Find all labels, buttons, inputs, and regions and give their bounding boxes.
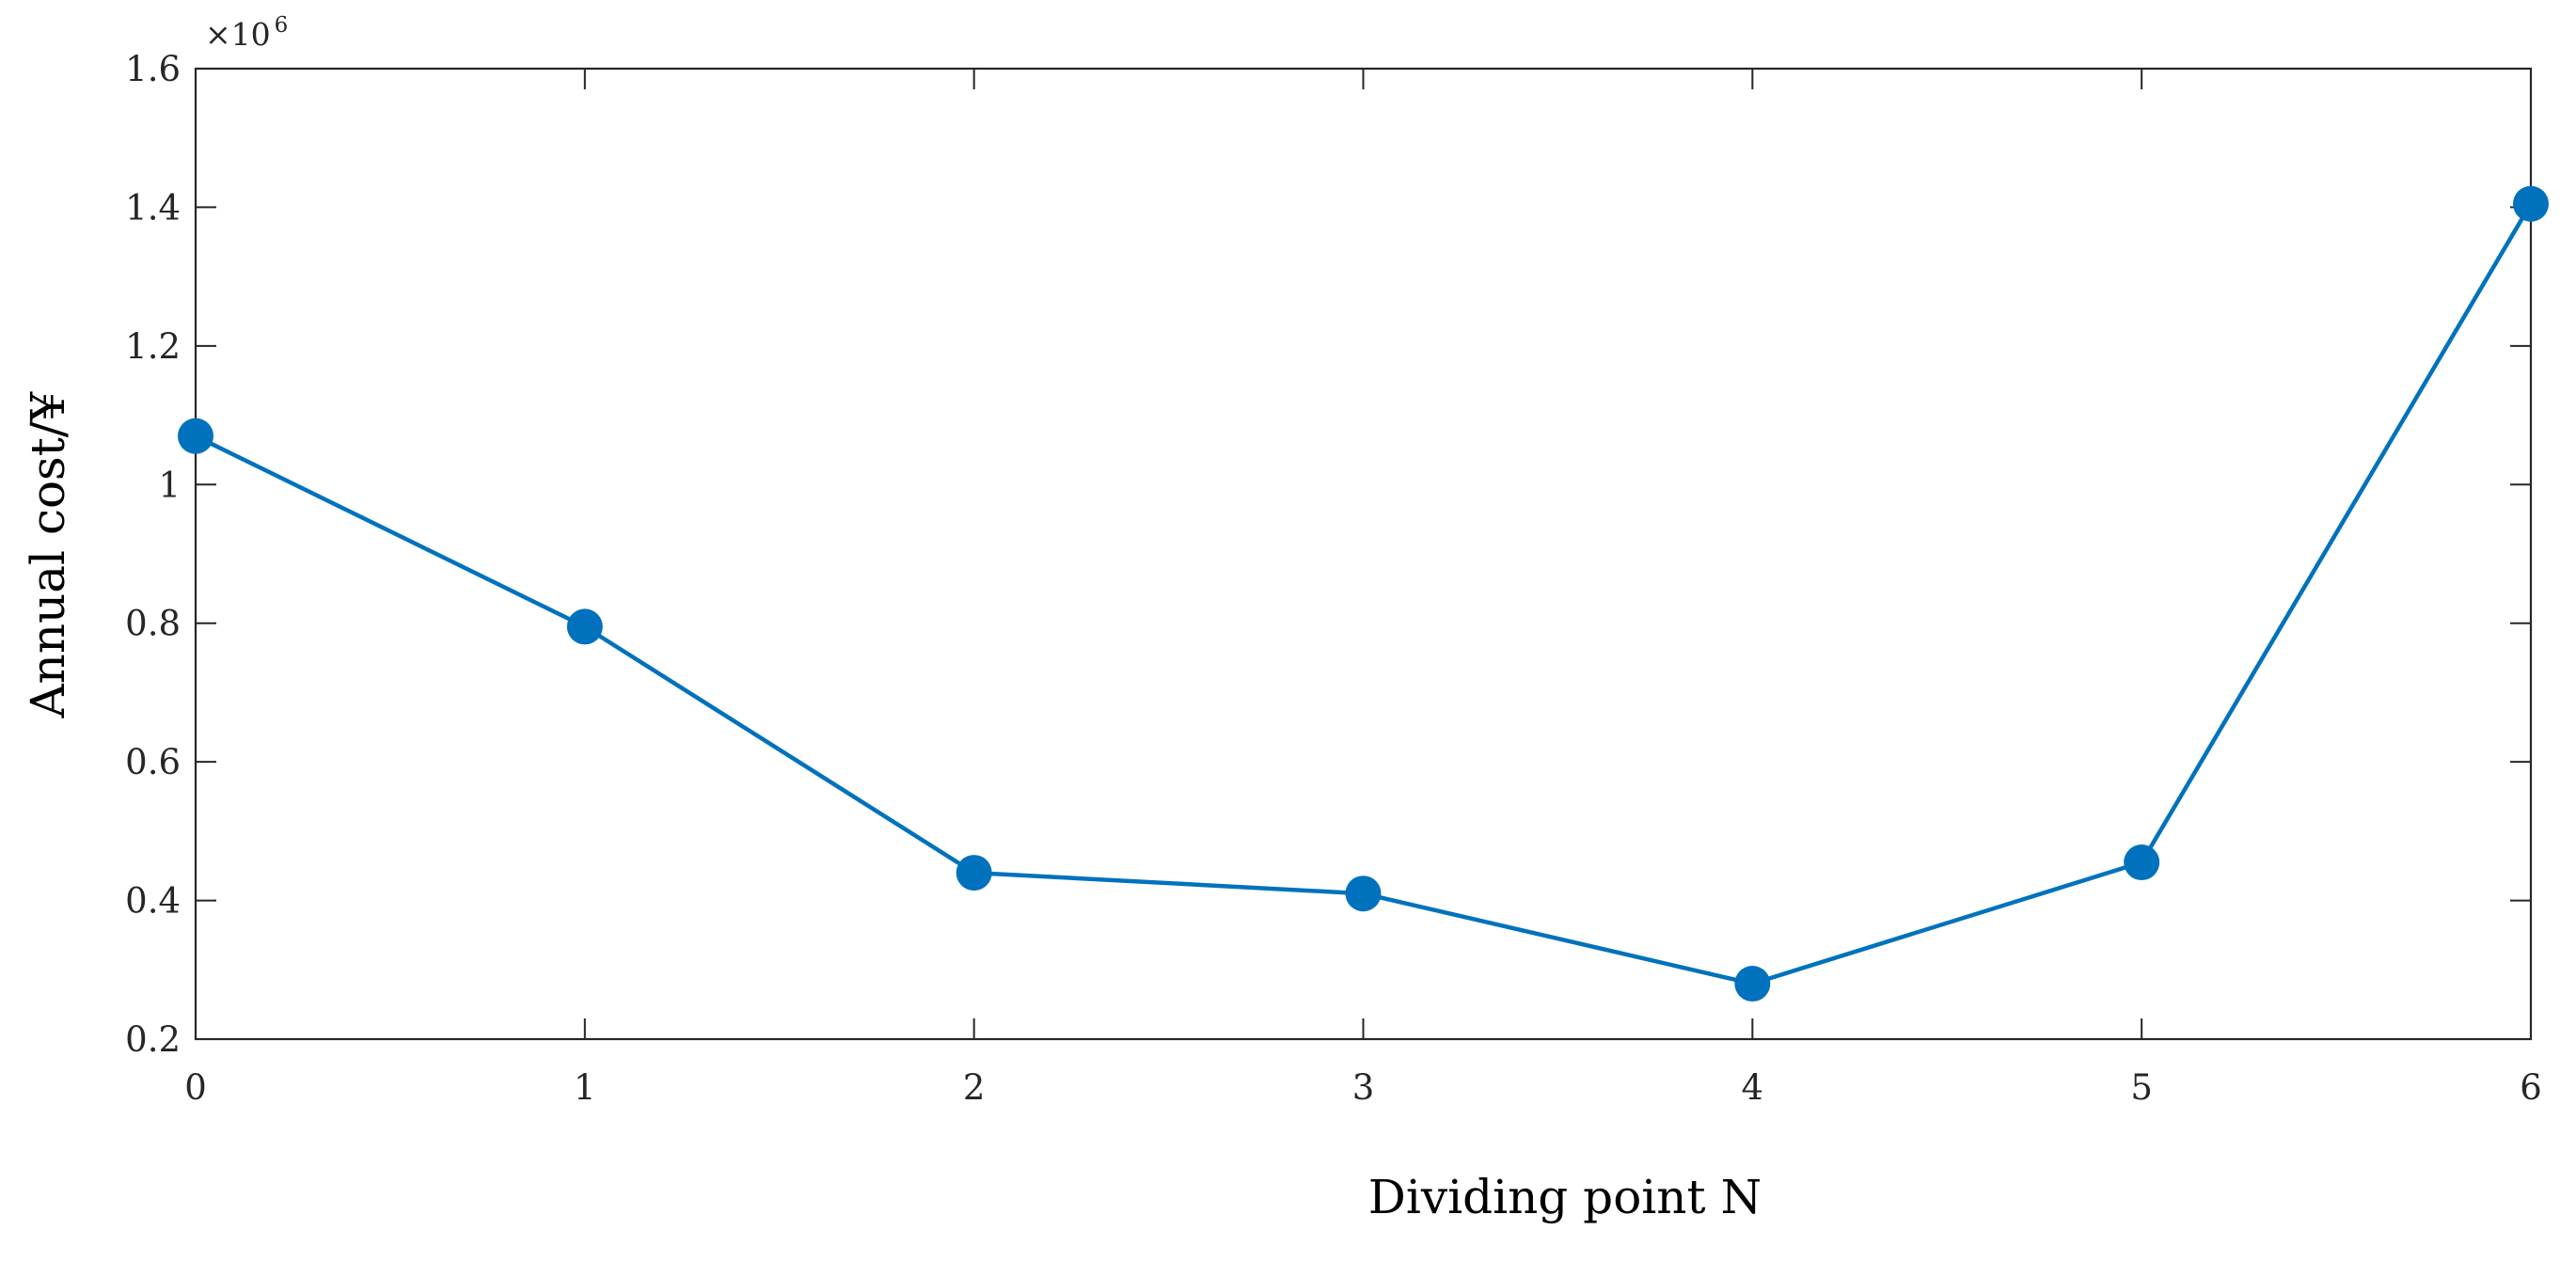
y-tick-label: 1.4: [125, 187, 181, 228]
x-tick-label: 6: [2520, 1067, 2542, 1108]
y-exponent-base: ×10: [205, 16, 271, 53]
data-point-marker: [178, 418, 213, 454]
data-point-marker: [1734, 966, 1771, 1002]
data-point-marker: [956, 855, 992, 891]
plot-area: [178, 185, 2549, 1002]
x-tick-label: 3: [1352, 1067, 1375, 1108]
y-tick-label: 0.4: [125, 881, 181, 922]
x-tick-label: 0: [184, 1067, 207, 1108]
y-tick-label: 1.2: [125, 326, 181, 367]
data-point-marker: [1345, 876, 1382, 912]
series-line: [195, 202, 2533, 986]
y-tick-label: 0.8: [125, 604, 181, 644]
data-point-marker: [2124, 844, 2160, 881]
x-tick-label: 4: [1742, 1067, 1764, 1108]
x-tick-label: 5: [2130, 1067, 2153, 1108]
y-tick-label: 1: [158, 465, 181, 505]
data-point-marker: [566, 608, 603, 645]
y-exponent-power: 6: [275, 13, 289, 38]
y-axis-exponent-label: ×10 6: [205, 13, 288, 53]
y-tick-label: 0.2: [125, 1019, 181, 1060]
axes: 0 1 2 3 4 5 6 0.2 0.4 0.6 0.8 1 1.2 1.4 1.6: [125, 49, 2542, 1108]
x-tick-label: 2: [963, 1067, 986, 1108]
x-tick-label: 1: [574, 1067, 596, 1108]
y-tick-label: 1.6: [125, 49, 181, 89]
y-axis-title: Annual cost/¥: [21, 391, 75, 718]
y-tick-label: 0.6: [125, 742, 181, 782]
data-point-marker: [2513, 185, 2549, 222]
x-axis-title: Dividing point N: [1368, 1170, 1762, 1224]
